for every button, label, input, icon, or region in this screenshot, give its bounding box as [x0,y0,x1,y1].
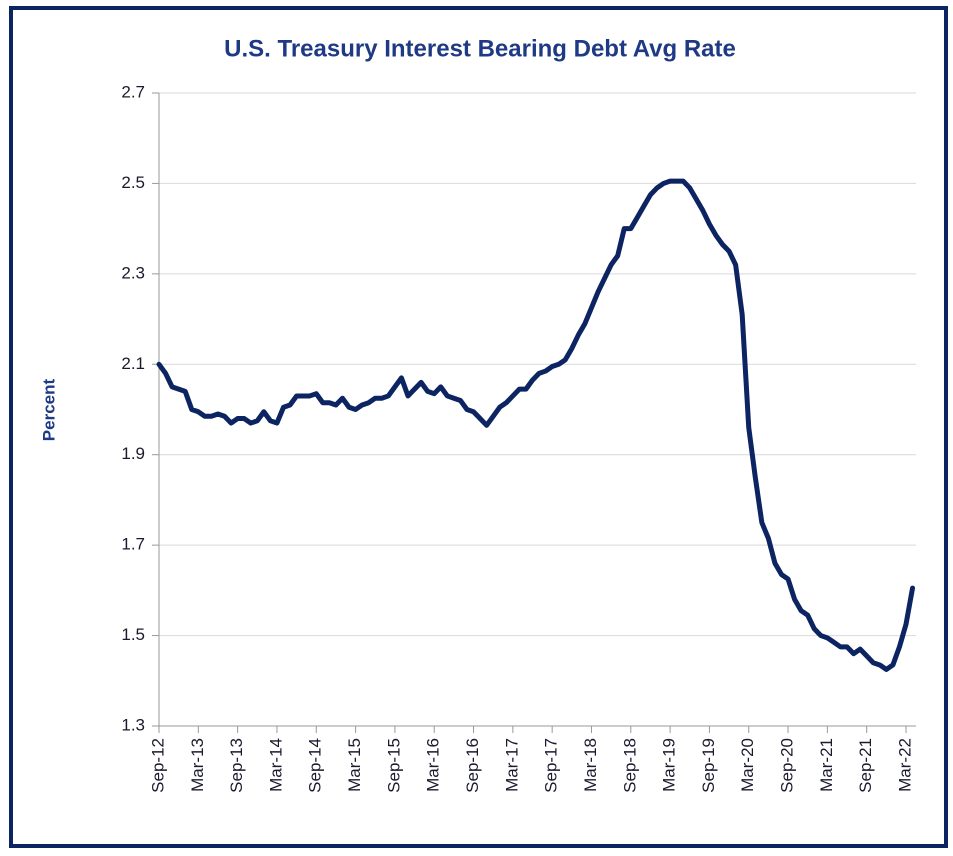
x-tick-label: Sep-13 [227,738,246,793]
x-tick-label: Sep-14 [306,738,325,793]
y-tick-label: 2.1 [121,354,145,373]
x-tick-label: Sep-19 [699,738,718,793]
x-tick-label: Sep-18 [620,738,639,793]
y-tick-label: 1.7 [121,535,145,554]
data-line [156,178,916,672]
x-tick-label: Sep-16 [463,738,482,793]
x-tick-label: Mar-16 [424,738,443,792]
x-tick-label: Mar-17 [502,738,521,792]
frame [9,6,948,848]
chart-title: U.S. Treasury Interest Bearing Debt Avg … [224,35,736,62]
y-axis-label: Percent [39,378,58,441]
x-tick-label: Mar-18 [581,738,600,792]
x-tick-label: Sep-17 [542,738,561,793]
x-tick-label: Sep-20 [778,738,797,793]
x-tick-label: Mar-20 [738,738,757,792]
y-tick-label: 2.5 [121,173,145,192]
x-tick-label: Sep-12 [148,738,167,793]
x-tick-label: Mar-21 [817,738,836,792]
x-tick-label: Mar-13 [188,738,207,792]
x-tick-label: Sep-15 [384,738,403,793]
x-tick-label: Mar-19 [660,738,679,792]
y-tick-label: 2.7 [121,82,145,101]
y-tick-label: 2.3 [121,263,145,282]
x-tick-label: Mar-22 [895,738,914,792]
x-tick-label: Mar-15 [345,738,364,792]
x-tick-label: Sep-21 [856,738,875,793]
y-tick-label: 1.9 [121,444,145,463]
y-tick-label: 1.3 [121,715,145,734]
y-tick-label: 1.5 [121,625,145,644]
x-tick-label: Mar-14 [266,738,285,792]
